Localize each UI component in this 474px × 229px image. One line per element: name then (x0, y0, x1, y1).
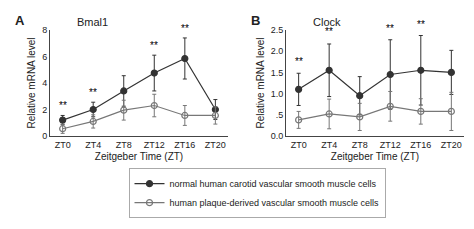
svg-text:ZT4: ZT4 (321, 140, 337, 150)
svg-text:1.5: 1.5 (271, 68, 284, 78)
svg-text:ZT12: ZT12 (144, 140, 165, 150)
svg-text:6: 6 (42, 52, 47, 62)
svg-text:Relative mRNA level: Relative mRNA level (26, 37, 37, 128)
svg-text:ZT0: ZT0 (55, 140, 71, 150)
svg-text:**: ** (325, 26, 333, 37)
svg-text:Relative mRNA level: Relative mRNA level (255, 37, 266, 128)
svg-text:A: A (15, 13, 25, 28)
svg-text:Zeitgeber Time (ZT): Zeitgeber Time (ZT) (95, 151, 183, 162)
svg-text:ZT20: ZT20 (205, 140, 226, 150)
svg-text:ZT20: ZT20 (441, 140, 462, 150)
svg-text:ZT8: ZT8 (116, 140, 132, 150)
svg-text:0.0: 0.0 (271, 131, 284, 141)
svg-text:2.0: 2.0 (271, 46, 284, 56)
svg-text:ZT4: ZT4 (85, 140, 101, 150)
svg-text:8: 8 (42, 25, 47, 35)
svg-text:Clock: Clock (313, 16, 341, 28)
svg-text:**: ** (181, 23, 189, 34)
svg-text:Zeitgeber Time (ZT): Zeitgeber Time (ZT) (331, 151, 419, 162)
svg-text:Bmal1: Bmal1 (77, 16, 108, 28)
svg-text:**: ** (386, 23, 394, 34)
svg-text:ZT0: ZT0 (291, 140, 307, 150)
svg-text:normal human carotid vascular: normal human carotid vascular smooth mus… (170, 179, 377, 189)
svg-text:4: 4 (42, 78, 47, 88)
svg-text:ZT16: ZT16 (410, 140, 431, 150)
svg-text:**: ** (59, 100, 67, 111)
svg-text:.5: .5 (276, 110, 284, 120)
svg-text:**: ** (150, 40, 158, 51)
svg-text:2: 2 (42, 105, 47, 115)
svg-text:1.0: 1.0 (271, 89, 284, 99)
svg-text:human plaque-derived vascular: human plaque-derived vascular smooth mus… (170, 198, 380, 208)
svg-text:B: B (251, 13, 260, 28)
svg-text:2.5: 2.5 (271, 25, 284, 35)
svg-text:**: ** (417, 19, 425, 30)
svg-text:0: 0 (42, 131, 47, 141)
svg-text:**: ** (89, 87, 97, 98)
svg-text:ZT12: ZT12 (380, 140, 401, 150)
svg-text:**: ** (295, 56, 303, 67)
svg-text:ZT8: ZT8 (352, 140, 368, 150)
svg-text:ZT16: ZT16 (174, 140, 195, 150)
